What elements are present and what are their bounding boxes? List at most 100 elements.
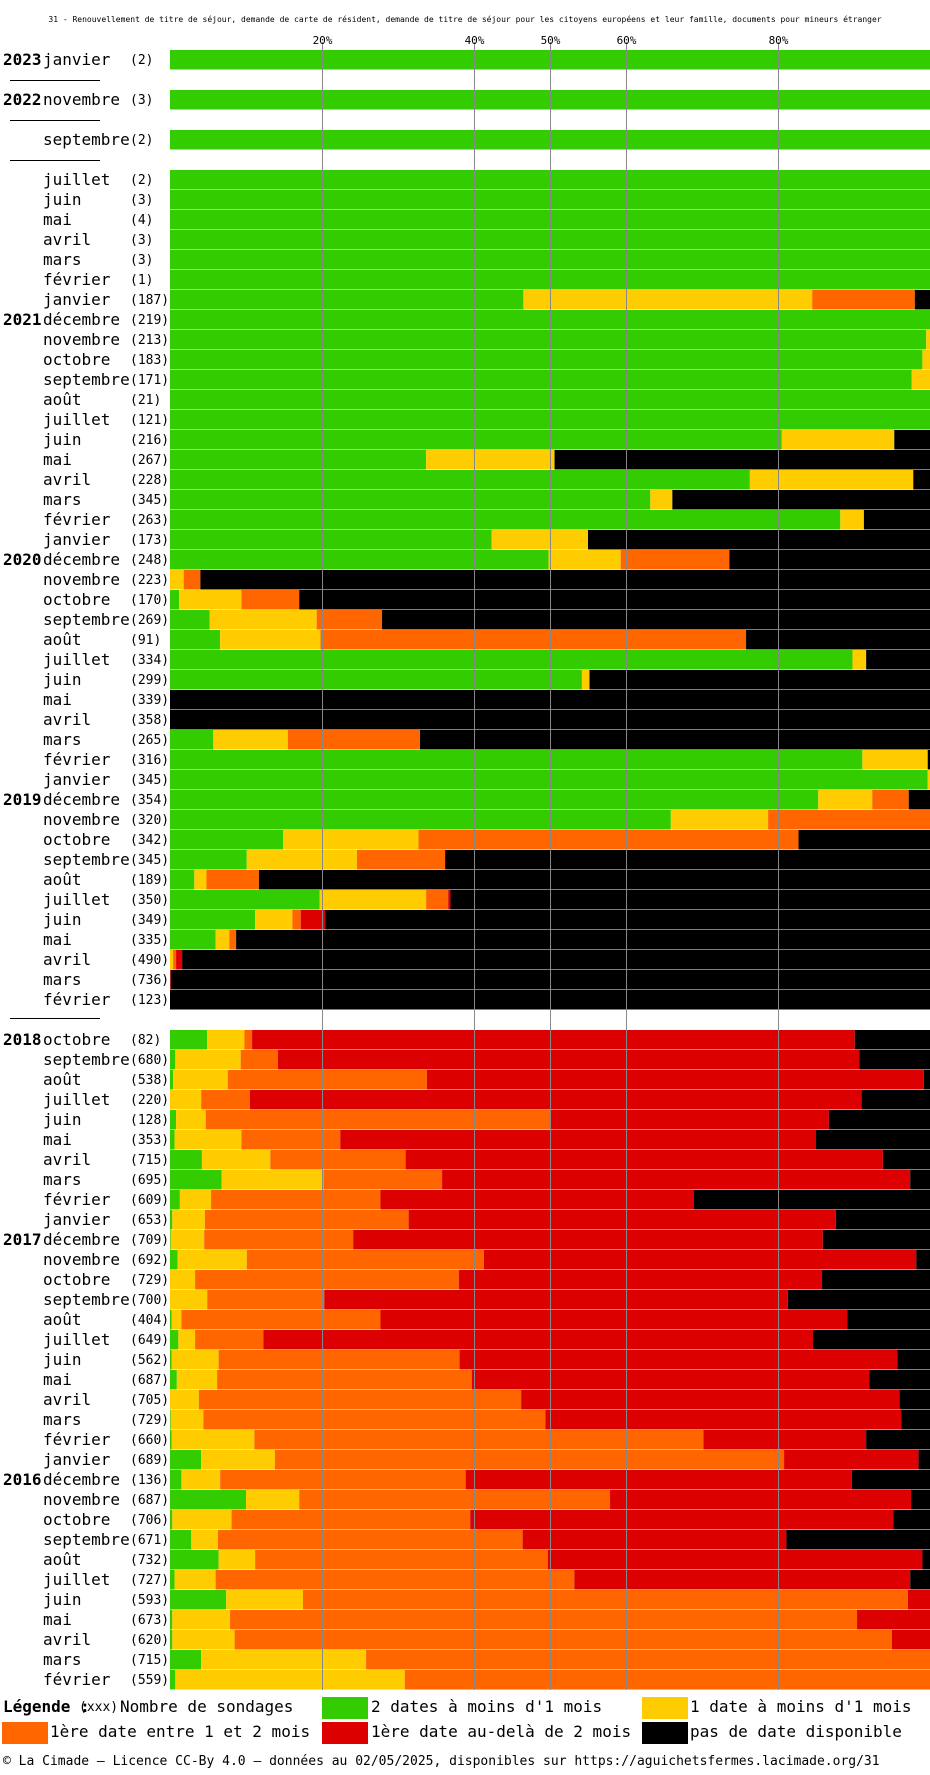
bar-segment-yellow — [491, 530, 588, 550]
count-label: (21) — [130, 393, 161, 408]
count-label: (2) — [130, 53, 153, 68]
count-label: (121) — [130, 413, 169, 428]
bar-segment-orange — [254, 1430, 704, 1450]
bar-segment-orange — [426, 890, 449, 910]
count-label: (732) — [130, 1553, 169, 1568]
bar-segment-red — [522, 1530, 787, 1550]
bar-segment-orange — [220, 1470, 466, 1490]
count-label: (173) — [130, 533, 169, 548]
bar-segment-orange — [207, 1290, 325, 1310]
bar-segment-orange — [418, 830, 799, 850]
bar-segment-black — [258, 870, 930, 890]
month-label: avril — [43, 1630, 91, 1649]
bar-segment-green — [170, 650, 853, 670]
bar-segment-black — [786, 1530, 930, 1550]
month-label: juillet — [43, 1090, 110, 1109]
count-label: (171) — [130, 373, 169, 388]
year-label: 2017 — [3, 1230, 42, 1249]
bar-segment-red — [907, 1590, 930, 1610]
count-label: (220) — [130, 1093, 169, 1108]
count-label: (136) — [130, 1473, 169, 1488]
bar-segment-green — [170, 1250, 178, 1270]
month-label: juin — [43, 1590, 82, 1609]
month-label: avril — [43, 1150, 91, 1169]
year-label: 2018 — [3, 1030, 42, 1049]
month-label: octobre — [43, 1030, 110, 1049]
bar-segment-yellow — [170, 1270, 196, 1290]
year-label: 2022 — [3, 90, 42, 109]
count-label: (700) — [130, 1293, 169, 1308]
bar-segment-orange — [274, 1450, 785, 1470]
month-label: février — [43, 510, 111, 529]
bar-segment-yellow — [179, 1190, 212, 1210]
bar-segment-red — [408, 1210, 836, 1230]
legend-count-marker: (xxx) — [79, 1700, 119, 1715]
month-label: août — [43, 870, 82, 889]
bar-segment-black — [861, 1090, 930, 1110]
bar-segment-orange — [620, 550, 730, 570]
x-tick-label: 60% — [617, 34, 637, 47]
count-label: (3) — [130, 253, 153, 268]
bar-segment-red — [471, 1370, 870, 1390]
bar-segment-yellow — [209, 610, 317, 630]
bar-segment-red — [300, 910, 326, 930]
bar-segment-orange — [404, 1670, 930, 1690]
bar-segment-orange — [292, 910, 301, 930]
month-label: janvier — [43, 1450, 111, 1469]
bar-segment-orange — [206, 870, 259, 890]
bar-segment-yellow — [548, 550, 621, 570]
month-label: février — [43, 270, 111, 289]
month-label: juillet — [43, 170, 110, 189]
month-label: mars — [43, 1170, 82, 1189]
bar-segment-green — [170, 490, 651, 510]
count-label: (729) — [130, 1413, 169, 1428]
bar-segment-black — [927, 750, 930, 770]
bar-segment-yellow — [174, 1570, 216, 1590]
count-label: (213) — [130, 333, 169, 348]
bar-segment-orange — [215, 1570, 575, 1590]
month-label: juillet — [43, 1330, 110, 1349]
bar-segment-black — [812, 1330, 930, 1350]
bar-segment-orange — [299, 1490, 611, 1510]
legend-count-label: Nombre de sondages — [120, 1697, 294, 1716]
bar-segment-green — [170, 1630, 173, 1650]
count-label: (653) — [130, 1213, 169, 1228]
bar-segment-yellow — [749, 470, 914, 490]
month-label: décembre — [43, 790, 120, 809]
bar-segment-yellow — [175, 1670, 405, 1690]
bar-segment-red — [380, 1190, 694, 1210]
legend-swatch-green — [322, 1697, 368, 1719]
month-label: janvier — [43, 1210, 111, 1229]
bar-segment-black — [854, 1030, 930, 1050]
bar-segment-green — [170, 1050, 176, 1070]
count-label: (559) — [130, 1673, 169, 1688]
bar-segment-orange — [195, 1330, 264, 1350]
month-label: août — [43, 1070, 82, 1089]
count-label: (354) — [130, 793, 169, 808]
bar-segment-red — [249, 1090, 862, 1110]
month-label: septembre — [43, 610, 130, 629]
bars-group — [170, 50, 930, 1690]
month-label: mai — [43, 450, 72, 469]
month-label: juin — [43, 1110, 82, 1129]
bar-segment-yellow — [226, 1590, 303, 1610]
count-label: (265) — [130, 733, 169, 748]
count-label: (673) — [130, 1613, 169, 1628]
bar-segment-yellow — [670, 810, 769, 830]
bar-segment-black — [922, 1550, 930, 1570]
bar-segment-yellow — [170, 1290, 208, 1310]
x-tick-label: 80% — [769, 34, 789, 47]
month-label: avril — [43, 950, 91, 969]
bar-segment-green — [170, 370, 912, 390]
bar-segment-orange — [183, 570, 201, 590]
count-label: (123) — [130, 993, 169, 1008]
month-label: septembre — [43, 850, 130, 869]
month-label: avril — [43, 470, 91, 489]
bar-segment-green — [170, 1510, 173, 1530]
legend-label-black: pas de date disponible — [690, 1722, 902, 1741]
bar-segment-yellow — [818, 790, 873, 810]
bar-segment-black — [866, 650, 930, 670]
gridlines: 20% 40% 50% 60% 80% — [313, 34, 789, 1690]
count-label: (223) — [130, 573, 169, 588]
bar-segment-yellow — [246, 850, 357, 870]
